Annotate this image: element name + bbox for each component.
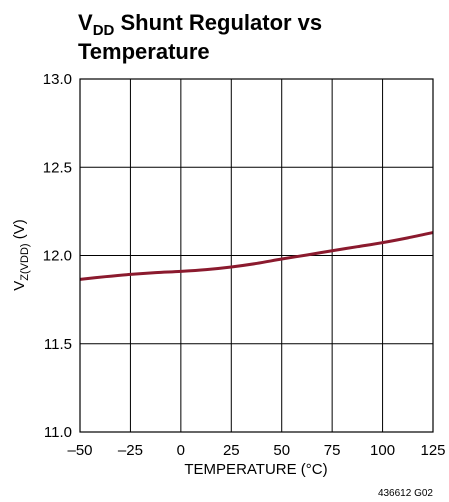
x-tick-label: 125 <box>420 442 445 459</box>
x-tick-label: 100 <box>370 442 395 459</box>
y-axis-label-sub: Z(VDD) <box>19 243 31 280</box>
y-tick-label: 12.0 <box>43 248 72 265</box>
series-line <box>79 231 434 281</box>
x-tick-label: –25 <box>118 442 143 459</box>
x-axis-label: TEMPERATURE (°C) <box>184 461 327 478</box>
figure-code: 436612 G02 <box>378 488 433 499</box>
chart-title-line1: VDD Shunt Regulator vs <box>78 10 322 39</box>
y-axis-label: VZ(VDD) (V) <box>11 219 31 290</box>
y-axis-label-rest: (V) <box>11 219 28 243</box>
chart-title-sub: DD <box>93 22 115 39</box>
y-axis-ticks: 11.0 11.5 12.0 12.5 13.0 <box>43 71 72 441</box>
plot-frame <box>79 78 434 433</box>
y-tick-label: 11.0 <box>44 424 72 441</box>
x-tick-label: 75 <box>324 442 341 459</box>
chart-title-line2: Temperature <box>78 39 210 64</box>
grid <box>79 78 434 433</box>
y-tick-label: 11.5 <box>44 336 72 353</box>
x-tick-label: 0 <box>177 442 185 459</box>
series <box>79 231 434 281</box>
chart-title-main: V <box>78 10 93 35</box>
chart-title-rest: Shunt Regulator vs <box>114 10 322 35</box>
x-tick-label: 50 <box>273 442 290 459</box>
y-tick-label: 12.5 <box>43 159 72 176</box>
y-tick-label: 13.0 <box>43 71 72 88</box>
y-axis-label-main: V <box>11 281 28 291</box>
x-tick-label: –50 <box>67 442 92 459</box>
x-tick-label: 25 <box>223 442 240 459</box>
x-axis-ticks: –50 –25 0 25 50 75 100 125 <box>67 442 445 459</box>
